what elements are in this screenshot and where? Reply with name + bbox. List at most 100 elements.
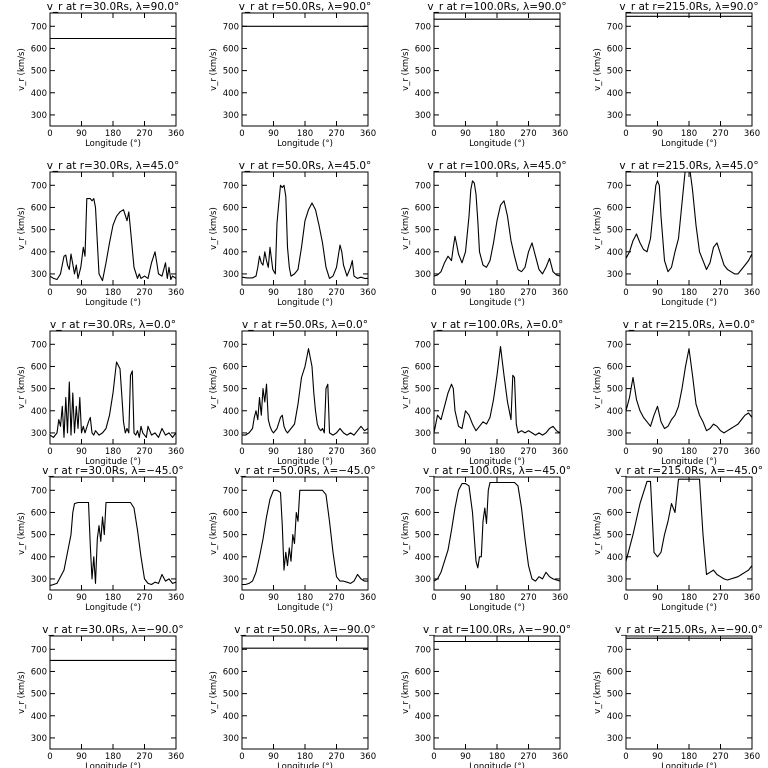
series-line bbox=[242, 184, 368, 279]
panel-title: v_r at r=215.0Rs, λ=−90.0° bbox=[615, 624, 763, 636]
x-tick-label: 360 bbox=[552, 129, 568, 139]
x-tick-label: 0 bbox=[623, 593, 628, 603]
plot-frame bbox=[49, 635, 177, 750]
x-tick-label: 360 bbox=[168, 593, 184, 603]
y-tick-label: 700 bbox=[223, 22, 239, 32]
x-tick-label: 90 bbox=[76, 288, 87, 298]
x-tick-label: 90 bbox=[652, 447, 663, 457]
y-tick-label: 500 bbox=[607, 385, 623, 395]
y-tick-label: 700 bbox=[415, 22, 431, 32]
x-tick-label: 360 bbox=[168, 447, 184, 457]
y-tick-label: 700 bbox=[31, 645, 47, 655]
x-tick-label: 90 bbox=[76, 593, 87, 603]
x-axis-label: Longitude (°) bbox=[661, 139, 717, 149]
panel-title: v_r at r=100.0Rs, λ=−45.0° bbox=[423, 465, 571, 477]
y-tick-label: 600 bbox=[31, 667, 47, 677]
x-tick-label: 360 bbox=[168, 288, 184, 298]
panel-title: v_r at r=30.0Rs, λ=90.0° bbox=[47, 1, 180, 13]
plot-frame bbox=[433, 12, 561, 127]
x-tick-label: 270 bbox=[328, 447, 344, 457]
y-tick-label: 400 bbox=[223, 89, 239, 99]
x-axis-label: Longitude (°) bbox=[469, 762, 525, 768]
y-tick-label: 400 bbox=[31, 89, 47, 99]
panel-title: v_r at r=30.0Rs, λ=−90.0° bbox=[42, 624, 183, 636]
x-tick-label: 90 bbox=[76, 129, 87, 139]
x-axis-label: Longitude (°) bbox=[85, 603, 141, 613]
x-tick-label: 0 bbox=[431, 288, 436, 298]
x-tick-label: 0 bbox=[239, 593, 244, 603]
x-tick-label: 0 bbox=[47, 288, 52, 298]
panel-13: v_r at r=30.0Rs, λ=−45.0° 0 90 180 270 360 300… bbox=[17, 465, 184, 613]
y-tick-label: 400 bbox=[607, 407, 623, 417]
plot-frame bbox=[49, 476, 177, 591]
series-line bbox=[434, 345, 560, 436]
x-tick-label: 180 bbox=[297, 447, 313, 457]
y-axis-label: v_r (km/s) bbox=[209, 207, 219, 250]
y-tick-label: 600 bbox=[223, 44, 239, 54]
x-axis-label: Longitude (°) bbox=[661, 762, 717, 768]
y-tick-label: 300 bbox=[415, 734, 431, 744]
y-tick-label: 600 bbox=[607, 203, 623, 213]
x-tick-label: 180 bbox=[105, 447, 121, 457]
y-tick-label: 600 bbox=[223, 203, 239, 213]
y-tick-label: 300 bbox=[415, 429, 431, 439]
x-tick-label: 360 bbox=[360, 129, 376, 139]
y-tick-label: 700 bbox=[223, 181, 239, 191]
panel-title: v_r at r=50.0Rs, λ=−90.0° bbox=[234, 624, 375, 636]
x-tick-label: 90 bbox=[268, 288, 279, 298]
x-axis-label: Longitude (°) bbox=[277, 762, 333, 768]
y-tick-label: 400 bbox=[415, 89, 431, 99]
series-line bbox=[626, 478, 752, 581]
plot-frame bbox=[625, 12, 753, 127]
y-tick-label: 700 bbox=[415, 645, 431, 655]
y-tick-label: 300 bbox=[31, 734, 47, 744]
x-tick-label: 90 bbox=[268, 129, 279, 139]
panel-title: v_r at r=100.0Rs, λ=90.0° bbox=[427, 1, 566, 13]
y-tick-label: 400 bbox=[415, 248, 431, 258]
y-axis-label: v_r (km/s) bbox=[593, 512, 603, 555]
panel-title: v_r at r=30.0Rs, λ=0.0° bbox=[50, 319, 176, 331]
y-tick-label: 500 bbox=[223, 531, 239, 541]
plot-frame bbox=[241, 330, 369, 445]
y-tick-label: 700 bbox=[31, 486, 47, 496]
x-tick-label: 270 bbox=[136, 129, 152, 139]
x-tick-label: 90 bbox=[652, 752, 663, 762]
panel-title: v_r at r=50.0Rs, λ=45.0° bbox=[239, 160, 372, 172]
y-axis-label: v_r (km/s) bbox=[209, 48, 219, 91]
x-tick-label: 0 bbox=[431, 752, 436, 762]
y-tick-label: 700 bbox=[31, 22, 47, 32]
panel-title: v_r at r=100.0Rs, λ=0.0° bbox=[431, 319, 564, 331]
x-axis-label: Longitude (°) bbox=[469, 457, 525, 467]
y-tick-label: 400 bbox=[415, 407, 431, 417]
y-tick-label: 300 bbox=[607, 429, 623, 439]
x-tick-label: 360 bbox=[744, 752, 760, 762]
y-tick-label: 700 bbox=[415, 181, 431, 191]
panel-title: v_r at r=50.0Rs, λ=0.0° bbox=[242, 319, 368, 331]
y-tick-label: 300 bbox=[31, 575, 47, 585]
x-tick-label: 360 bbox=[168, 752, 184, 762]
x-tick-label: 90 bbox=[652, 129, 663, 139]
x-tick-label: 270 bbox=[712, 593, 728, 603]
x-tick-label: 360 bbox=[744, 288, 760, 298]
panel-11: v_r at r=100.0Rs, λ=0.0° 0 90 180 270 360 300 4… bbox=[401, 319, 568, 467]
y-tick-label: 300 bbox=[607, 734, 623, 744]
y-tick-label: 300 bbox=[607, 270, 623, 280]
x-tick-label: 0 bbox=[239, 129, 244, 139]
y-tick-label: 600 bbox=[31, 508, 47, 518]
x-tick-label: 0 bbox=[47, 752, 52, 762]
y-tick-label: 700 bbox=[223, 645, 239, 655]
x-tick-label: 180 bbox=[297, 752, 313, 762]
x-tick-label: 90 bbox=[460, 593, 471, 603]
y-axis-label: v_r (km/s) bbox=[17, 671, 27, 714]
x-tick-label: 90 bbox=[652, 288, 663, 298]
y-tick-label: 600 bbox=[415, 203, 431, 213]
y-tick-label: 300 bbox=[415, 111, 431, 121]
y-tick-label: 500 bbox=[415, 67, 431, 77]
y-tick-label: 700 bbox=[415, 340, 431, 350]
y-tick-label: 600 bbox=[607, 44, 623, 54]
plot-frame bbox=[49, 12, 177, 127]
x-tick-label: 270 bbox=[328, 752, 344, 762]
y-tick-label: 600 bbox=[607, 508, 623, 518]
y-tick-label: 500 bbox=[415, 531, 431, 541]
